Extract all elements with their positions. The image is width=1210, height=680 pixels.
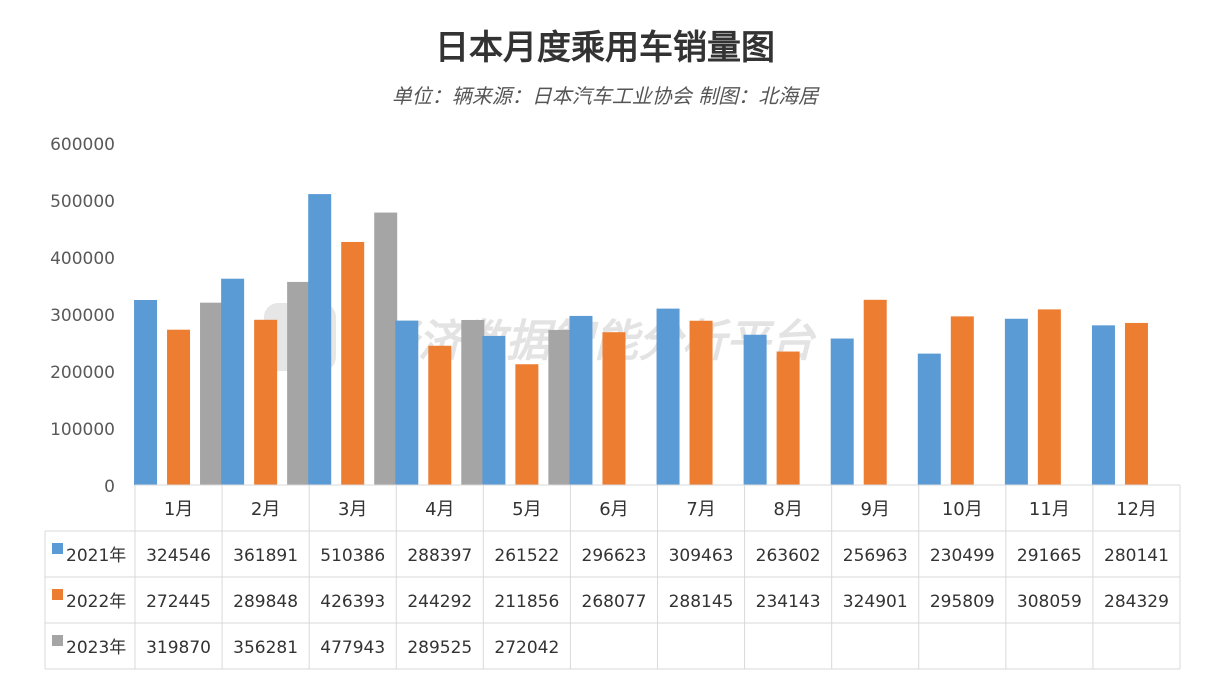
bar (515, 364, 539, 485)
data-label: 284329 (1104, 592, 1169, 612)
data-label: 211856 (494, 592, 559, 612)
x-tick-label: 4月 (425, 499, 454, 520)
data-label: 272445 (146, 592, 211, 612)
bar (200, 302, 224, 485)
bar (602, 332, 626, 485)
bar (656, 308, 680, 485)
legend-label: 2023年 (66, 638, 126, 658)
data-label: 261522 (494, 546, 559, 566)
y-tick-label: 100000 (50, 420, 115, 440)
bar (863, 299, 887, 485)
x-tick-label: 6月 (599, 499, 628, 520)
bar (254, 319, 278, 485)
x-tick-label: 5月 (512, 499, 541, 520)
data-label: 324901 (843, 592, 908, 612)
data-label: 356281 (233, 638, 298, 658)
bar (167, 329, 191, 485)
data-label: 295809 (930, 592, 995, 612)
data-label: 268077 (582, 592, 647, 612)
chart-subtitle: 单位：辆来源：日本汽车工业协会 制图：北海居 (391, 84, 819, 108)
data-label: 308059 (1017, 592, 1082, 612)
bar (287, 281, 311, 485)
legend-label: 2021年 (66, 546, 126, 566)
data-label: 361891 (233, 546, 298, 566)
legend-swatch (52, 589, 63, 600)
legend-swatch (52, 635, 63, 646)
data-label: 426393 (320, 592, 385, 612)
bar (428, 345, 452, 485)
y-tick-label: 200000 (50, 363, 115, 383)
bar (548, 329, 572, 485)
bar (743, 334, 767, 485)
data-label: 230499 (930, 546, 995, 566)
data-label: 288397 (407, 546, 472, 566)
bar (830, 338, 854, 485)
legend-label: 2022年 (66, 592, 126, 612)
data-label: 244292 (407, 592, 472, 612)
bar (374, 212, 398, 485)
bar (461, 319, 485, 485)
data-label: 324546 (146, 546, 211, 566)
bar (1004, 318, 1028, 485)
bar (134, 300, 158, 485)
x-tick-label: 9月 (860, 499, 889, 520)
y-tick-label: 600000 (50, 135, 115, 155)
data-label: 291665 (1017, 546, 1082, 566)
bar (221, 278, 245, 485)
data-label: 263602 (756, 546, 821, 566)
x-tick-label: 8月 (773, 499, 802, 520)
x-tick-label: 3月 (338, 499, 367, 520)
data-label: 289848 (233, 592, 298, 612)
x-tick-label: 12月 (1116, 499, 1157, 520)
bar (569, 315, 593, 485)
bar (689, 320, 713, 485)
legend-swatch (52, 543, 63, 554)
data-label: 288145 (669, 592, 734, 612)
bar (776, 351, 800, 485)
y-tick-label: 400000 (50, 249, 115, 269)
data-label: 309463 (669, 546, 734, 566)
data-label: 510386 (320, 546, 385, 566)
bar (1037, 309, 1061, 485)
bar (341, 241, 365, 485)
x-tick-label: 2月 (251, 499, 280, 520)
bar (917, 353, 941, 485)
bar (308, 194, 332, 485)
chart-title: 日本月度乘用车销量图 (435, 28, 775, 68)
data-label: 289525 (407, 638, 472, 658)
y-tick-label: 300000 (50, 306, 115, 326)
bar (482, 335, 506, 485)
bar (950, 316, 974, 485)
data-label: 234143 (756, 592, 821, 612)
bar (395, 320, 419, 485)
data-label: 319870 (146, 638, 211, 658)
x-tick-label: 11月 (1029, 499, 1070, 520)
data-label: 280141 (1104, 546, 1169, 566)
data-label: 256963 (843, 546, 908, 566)
x-tick-label: 7月 (686, 499, 715, 520)
data-label: 296623 (582, 546, 647, 566)
bar (1124, 322, 1148, 485)
data-label: 477943 (320, 638, 385, 658)
data-label: 272042 (494, 638, 559, 658)
bar (1091, 325, 1115, 485)
y-tick-label: 500000 (50, 192, 115, 212)
x-tick-label: 1月 (164, 499, 193, 520)
y-tick-label: 0 (104, 477, 115, 497)
x-tick-label: 10月 (942, 499, 983, 520)
